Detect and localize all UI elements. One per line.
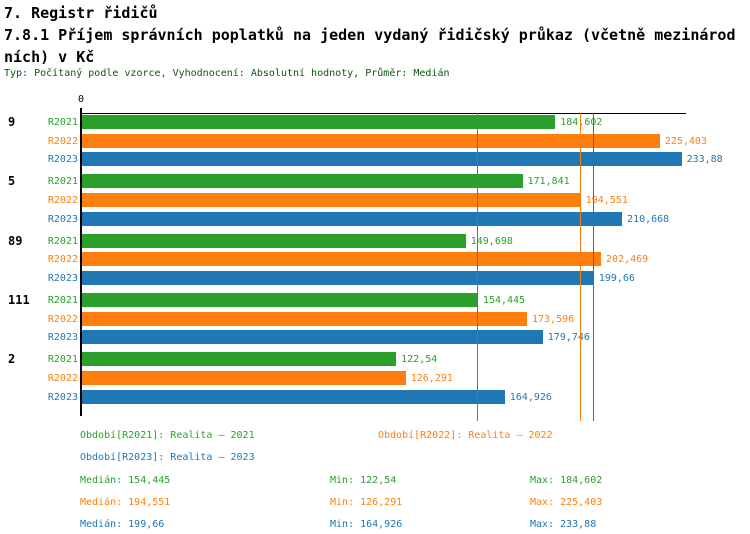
bar-r2021-111 xyxy=(82,292,478,307)
bar-value-label: 202,469 xyxy=(606,254,649,266)
bar-r2023-111 xyxy=(82,330,543,345)
x-axis-line xyxy=(80,113,686,114)
stat-min-r2021: Min: 122,54 xyxy=(330,475,397,486)
bar-r2023-5 xyxy=(82,211,623,226)
bar-value-label: 173,596 xyxy=(532,313,575,325)
median-line-r2023 xyxy=(592,113,594,421)
chart-meta-line: Typ: Počítaný podle vzorce, Vyhodnocení:… xyxy=(4,68,450,79)
series-row-label: R2022 xyxy=(47,254,78,266)
bar-r2022-5 xyxy=(82,192,581,207)
series-row-label: R2022 xyxy=(47,194,78,206)
category-label: 2 xyxy=(8,352,16,367)
bar-value-label: 154,445 xyxy=(482,294,526,306)
bar-r2021-89 xyxy=(82,233,466,248)
section-title: 7. Registr řidičů xyxy=(4,4,158,22)
series-row-label: R2023 xyxy=(47,391,78,403)
series-row-label: R2022 xyxy=(47,313,78,325)
bar-value-label: 233,88 xyxy=(686,154,723,166)
series-row-label: R2022 xyxy=(47,135,78,147)
bar-value-label: 225,403 xyxy=(664,135,707,147)
series-row-label: R2021 xyxy=(47,117,78,128)
bar-r2023-9 xyxy=(82,152,682,167)
stat-median-r2022: Medián: 194,551 xyxy=(80,497,171,508)
legend-entry-r2022: Období[R2022]: Realita – 2022 xyxy=(378,430,553,441)
bar-r2021-5 xyxy=(82,174,523,189)
series-row-label: R2021 xyxy=(47,176,78,188)
category-label: 89 xyxy=(8,233,23,248)
bar-value-label: 126,291 xyxy=(410,372,453,384)
bar-r2023-2 xyxy=(82,389,505,404)
bar-r2022-89 xyxy=(82,252,602,267)
bar-r2022-111 xyxy=(82,311,528,326)
series-row-label: R2021 xyxy=(47,235,78,247)
bar-value-label: 184,602 xyxy=(560,117,603,128)
series-row-label: R2023 xyxy=(47,332,78,344)
category-label: 5 xyxy=(8,174,16,189)
bar-value-label: 199,66 xyxy=(598,272,635,284)
bar-value-label: 122,54 xyxy=(401,354,438,366)
bar-value-label: 171,841 xyxy=(527,176,570,188)
stat-min-r2022: Min: 126,291 xyxy=(330,497,403,508)
series-row-label: R2021 xyxy=(47,294,78,306)
stat-max-r2021: Max: 184,602 xyxy=(530,475,603,486)
bar-r2021-2 xyxy=(82,352,397,367)
category-label: 111 xyxy=(8,292,30,307)
bar-value-label: 210,668 xyxy=(627,213,670,225)
category-label: 9 xyxy=(8,115,16,129)
stat-max-r2022: Max: 225,403 xyxy=(530,497,603,508)
median-line-r2022 xyxy=(579,113,581,421)
stat-median-r2023: Medián: 199,66 xyxy=(80,519,165,530)
series-row-label: R2022 xyxy=(47,372,78,384)
chart-title: 7.8.1 Příjem správních poplatků na jeden… xyxy=(4,26,736,66)
legend-entry-r2023: Období[R2023]: Realita – 2023 xyxy=(80,452,255,463)
bar-r2022-9 xyxy=(82,133,660,148)
bar-r2023-89 xyxy=(82,270,594,285)
bar-value-label: 149,698 xyxy=(470,235,513,247)
stat-min-r2023: Min: 164,926 xyxy=(330,519,403,530)
bar-r2022-2 xyxy=(82,370,406,385)
x-axis-origin-label: 0 xyxy=(77,94,85,105)
bar-r2021-9 xyxy=(82,115,556,129)
bar-value-label: 179,746 xyxy=(547,332,590,344)
series-row-label: R2023 xyxy=(47,213,78,225)
series-row-label: R2023 xyxy=(47,154,78,166)
stat-max-r2023: Max: 233,88 xyxy=(530,519,597,530)
series-row-label: R2021 xyxy=(47,354,78,366)
series-row-label: R2023 xyxy=(47,272,78,284)
stat-median-r2021: Medián: 154,445 xyxy=(80,475,171,486)
bar-value-label: 194,551 xyxy=(585,194,628,206)
median-line-r2021 xyxy=(476,113,478,421)
legend-entry-r2021: Období[R2021]: Realita – 2021 xyxy=(80,430,255,441)
y-axis-line xyxy=(80,108,82,416)
bar-value-label: 164,926 xyxy=(509,391,552,403)
